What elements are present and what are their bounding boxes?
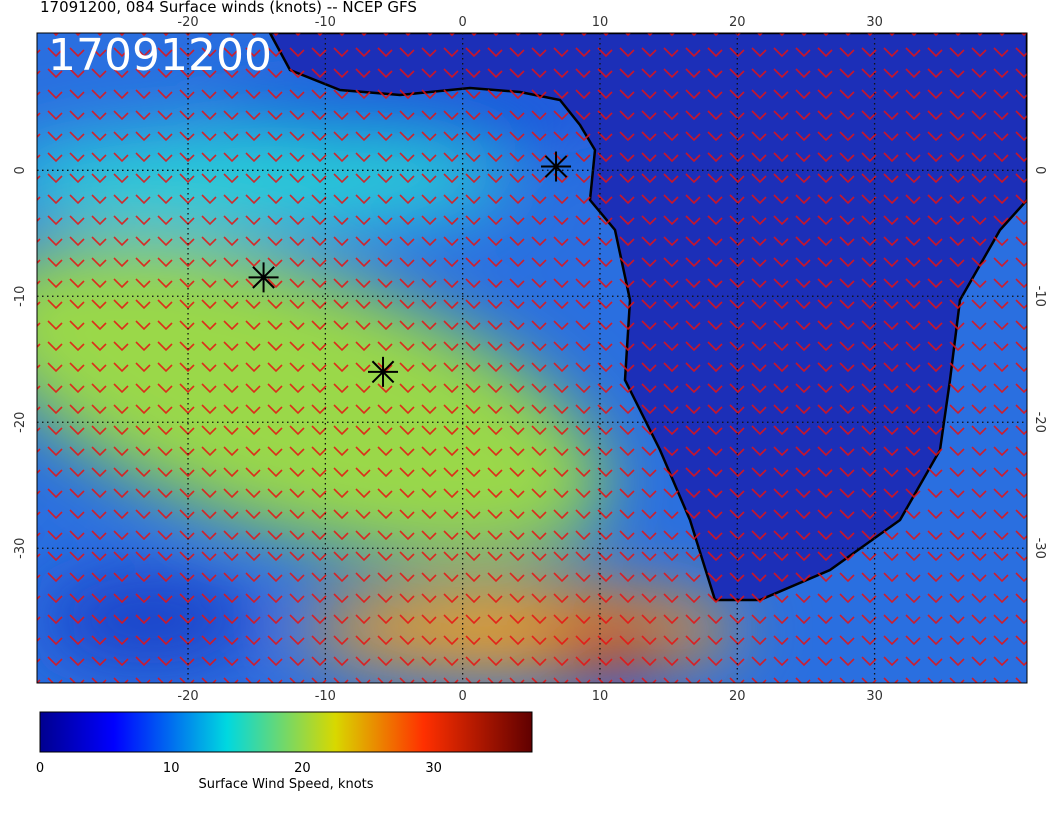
lon-tick-label: 20 [729,15,746,30]
lat-tick-label: -30 [1032,538,1047,559]
lon-tick-label: 10 [592,15,609,30]
title: 17091200, 084 Surface winds (knots) -- N… [40,0,417,16]
map-area [37,33,1027,683]
colorbar-tick-label: 30 [425,761,442,776]
marker-stroke [252,266,275,289]
storm-marker [541,151,572,182]
lon-tick-label: 30 [866,15,883,30]
lon-tick-label: 30 [866,689,883,704]
lon-tick-label: -10 [315,15,336,30]
lat-tick-label: -20 [13,412,28,433]
lon-tick-label: -20 [177,15,198,30]
colorbar-tick-label: 0 [36,761,44,776]
lat-tick-label: -30 [13,538,28,559]
lat-tick-label: -10 [13,286,28,307]
map-frame [36,32,1028,684]
lon-tick-label: -20 [177,689,198,704]
lon-tick-label: 0 [459,689,467,704]
date-stamp: 17091200 [48,30,272,81]
colorbar-tick-label: 10 [163,761,180,776]
marker-stroke [544,155,568,178]
colorbar [39,711,533,753]
lon-tick-label: 0 [459,15,467,30]
lon-tick-label: -10 [315,689,336,704]
lat-tick-label: 0 [13,166,28,174]
lat-tick-label: -20 [1032,412,1047,433]
lon-tick-label: 20 [729,689,746,704]
storm-marker [368,356,399,387]
wind-barbs [37,33,1027,683]
storm-marker [248,262,279,293]
lat-tick-label: -10 [1032,286,1047,307]
lon-tick-label: 10 [592,689,609,704]
colorbar-tick-label: 20 [294,761,311,776]
marker-stroke [371,360,395,384]
colorbar-label: Surface Wind Speed, knots [198,777,373,792]
lat-tick-label: 0 [1032,166,1047,174]
